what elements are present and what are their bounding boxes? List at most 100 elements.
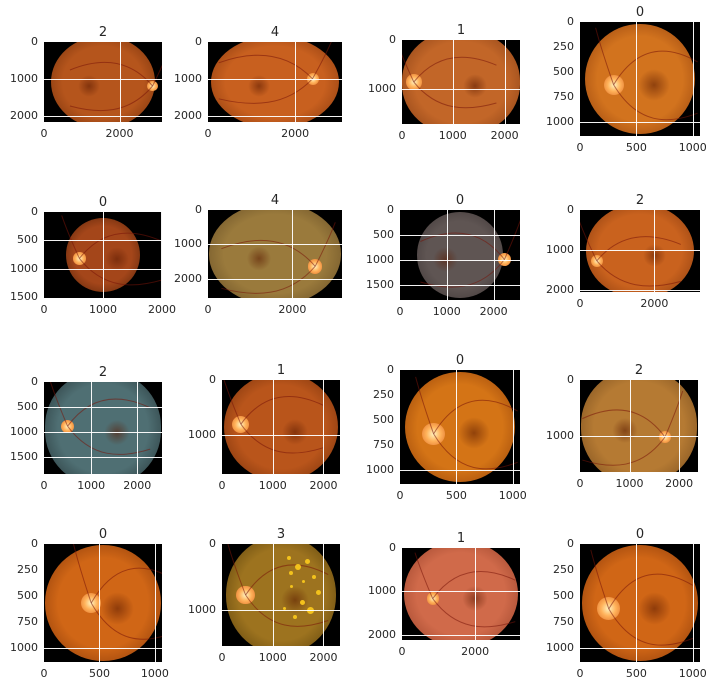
y-tick-label: 1000 — [546, 243, 574, 257]
gridline-horizontal — [208, 244, 342, 246]
x-tick-label: 500 — [445, 489, 467, 502]
gridline-vertical — [629, 380, 631, 472]
fundus-retina — [404, 548, 518, 640]
gridline-vertical — [692, 22, 694, 136]
x-tick-label: 0 — [204, 127, 212, 140]
y-tick-label: 0 — [195, 203, 202, 216]
gridline-horizontal — [44, 240, 162, 242]
panel-title: 3 — [276, 527, 286, 542]
y-tick-label: 750 — [553, 90, 574, 104]
x-tick-label: 0 — [398, 129, 406, 142]
x-tick-label: 0 — [204, 303, 212, 316]
x-tick-label: 2000 — [281, 127, 310, 140]
y-tick-label: 2000 — [546, 283, 574, 297]
exudate-spot — [290, 584, 294, 588]
y-tick-label: 1000 — [10, 71, 38, 85]
y-tick-label: 1000 — [10, 261, 38, 275]
y-tick-label: 0 — [567, 203, 574, 216]
gridline-horizontal — [402, 591, 520, 593]
fundus-retina — [51, 42, 155, 122]
y-tick-label: 1000 — [366, 463, 394, 477]
y-tick-label: 500 — [373, 413, 394, 427]
y-tick-label: 1500 — [10, 290, 38, 304]
gridline-horizontal — [580, 290, 700, 292]
x-tick-label: 0 — [576, 141, 584, 154]
gridline-vertical — [504, 40, 506, 124]
y-tick-label: 250 — [553, 40, 574, 54]
y-tick-label: 750 — [17, 614, 38, 628]
fundus-image — [580, 544, 700, 662]
y-tick-label: 1000 — [10, 424, 38, 438]
y-tick-label: 1000 — [366, 253, 394, 267]
gridline-vertical — [137, 382, 139, 474]
y-tick-label: 1000 — [368, 584, 396, 598]
gridline-vertical — [692, 544, 694, 662]
x-tick-label: 2000 — [123, 479, 152, 492]
gridline-vertical — [636, 544, 638, 662]
gridline-vertical — [475, 548, 477, 640]
panel-title: 2 — [98, 365, 108, 380]
x-tick-label: 2000 — [665, 477, 694, 490]
optic-disc — [603, 74, 624, 95]
x-tick-label: 2000 — [479, 305, 508, 318]
macula — [100, 592, 134, 626]
y-tick-label: 1000 — [10, 640, 38, 654]
panel-title: 2 — [98, 25, 108, 40]
gridline-horizontal — [44, 456, 162, 458]
x-tick-label: 2000 — [309, 479, 338, 492]
x-tick-label: 500 — [88, 667, 110, 680]
y-tick-label: 1500 — [366, 277, 394, 291]
gridline-horizontal — [222, 434, 340, 436]
exudate-spot — [283, 607, 287, 611]
fundus-image — [222, 380, 340, 474]
gridline-vertical — [452, 40, 454, 124]
x-tick-label: 0 — [40, 667, 48, 680]
fundus-image — [402, 40, 520, 124]
panel-title: 1 — [456, 531, 466, 546]
y-tick-label: 0 — [31, 205, 38, 218]
gridline-horizontal — [44, 431, 162, 433]
optic-disc — [236, 585, 255, 605]
x-tick-label: 0 — [40, 303, 48, 316]
fundus-image — [222, 544, 340, 646]
panel-title: 0 — [455, 193, 465, 208]
panel-title: 0 — [455, 353, 465, 368]
x-tick-label: 0 — [218, 479, 226, 492]
fundus-image — [580, 22, 700, 136]
exudate-spot — [316, 589, 322, 595]
macula — [458, 416, 491, 449]
gridline-vertical — [323, 380, 325, 474]
x-tick-label: 1000 — [678, 667, 707, 680]
y-tick-label: 500 — [17, 399, 38, 413]
gridline-horizontal — [208, 78, 342, 80]
x-tick-label: 1000 — [258, 479, 287, 492]
macula — [463, 74, 487, 98]
x-tick-label: 2000 — [105, 127, 134, 140]
gridline-vertical — [99, 544, 101, 662]
x-tick-label: 1000 — [615, 477, 644, 490]
gridline-vertical — [272, 380, 274, 474]
panel-title: 0 — [635, 5, 645, 20]
x-tick-label: 2000 — [148, 303, 176, 316]
y-tick-label: 2000 — [368, 628, 396, 642]
y-tick-label: 1500 — [10, 449, 38, 463]
gridline-horizontal — [402, 88, 520, 90]
panel-title: 4 — [270, 25, 280, 40]
y-tick-label: 0 — [567, 15, 574, 28]
macula — [246, 246, 272, 271]
gridline-horizontal — [580, 436, 698, 438]
fundus-retina — [209, 210, 341, 298]
x-tick-label: 0 — [576, 477, 584, 490]
macula — [282, 418, 309, 445]
gridline-horizontal — [400, 470, 520, 472]
gridline-vertical — [272, 544, 274, 646]
gridline-horizontal — [208, 278, 342, 280]
y-tick-label: 1000 — [174, 237, 202, 251]
macula — [638, 68, 671, 101]
y-tick-label: 1000 — [188, 603, 216, 617]
gridline-horizontal — [580, 250, 700, 252]
x-tick-label: 0 — [396, 305, 404, 318]
fundus-image — [400, 370, 520, 484]
y-tick-label: 2000 — [10, 109, 38, 123]
